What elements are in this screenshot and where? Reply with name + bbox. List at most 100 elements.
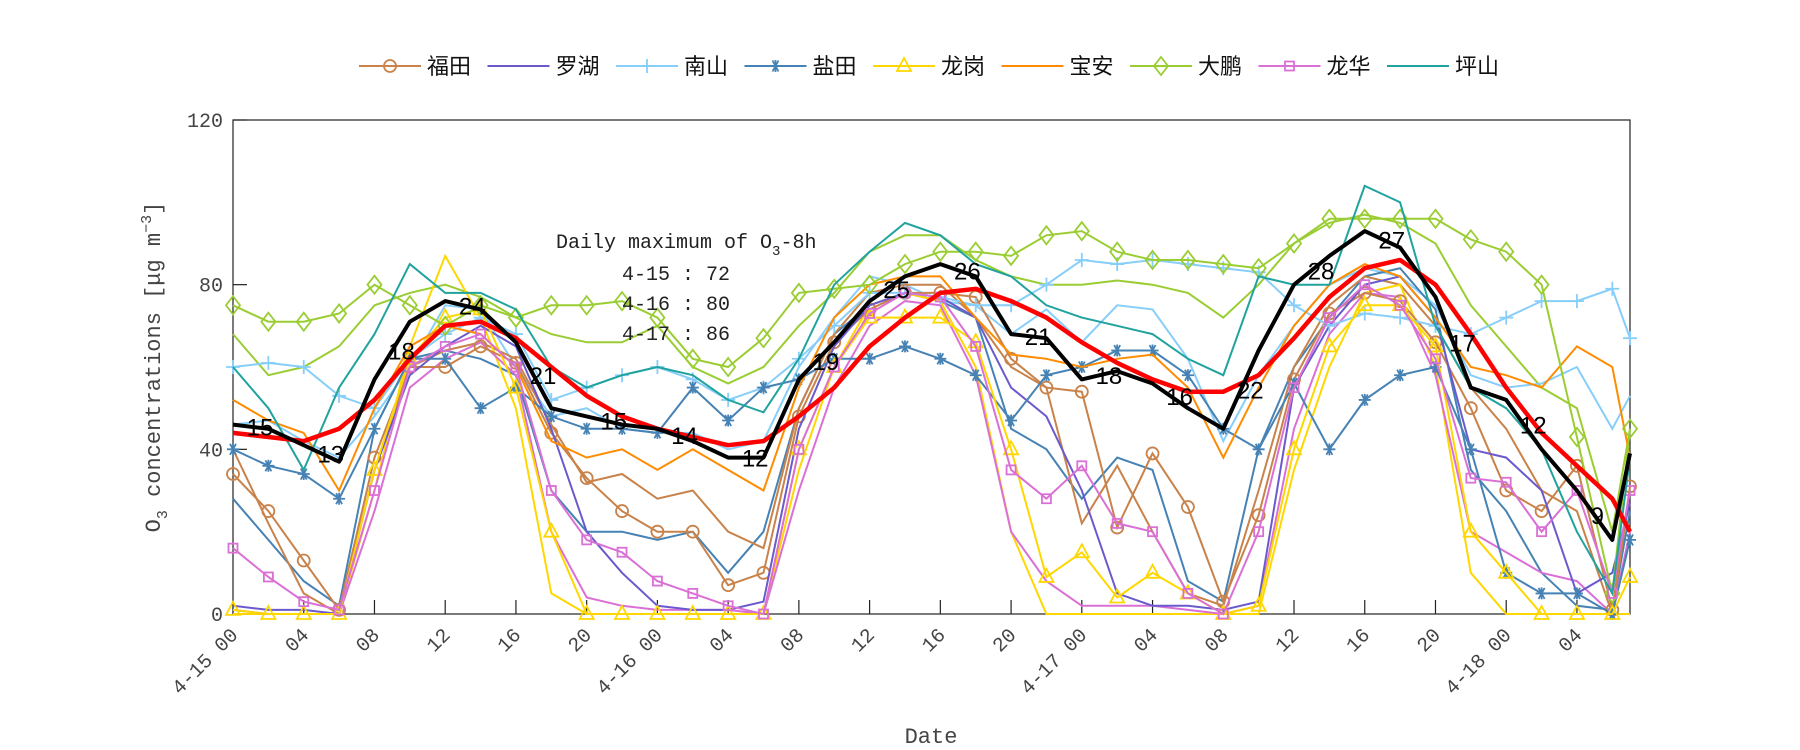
data-point <box>1181 369 1194 382</box>
data-point <box>1603 604 1621 620</box>
data-point <box>226 467 240 481</box>
data-point <box>1147 526 1158 538</box>
data-point <box>1039 380 1054 395</box>
data-point <box>507 307 525 329</box>
data-point <box>687 588 699 599</box>
data-point <box>755 327 772 349</box>
y-tick-label: 0 <box>211 605 223 628</box>
black-line-count-label: 15 <box>600 409 627 436</box>
legend-marker <box>383 59 397 73</box>
data-point <box>510 361 522 373</box>
x-tick-label: 4-16 00 <box>593 625 669 701</box>
data-point <box>861 274 878 296</box>
data-point <box>296 360 311 374</box>
data-point <box>616 422 629 435</box>
data-point <box>899 287 911 299</box>
series-坪山 <box>232 184 1631 597</box>
legend-label: 盐田 <box>813 55 857 80</box>
data-point <box>1430 353 1441 365</box>
data-point <box>686 381 699 394</box>
data-point <box>1568 604 1586 620</box>
x-tick-label: 4-17 00 <box>1017 625 1093 701</box>
data-point <box>1393 310 1408 325</box>
x-tick-label: 08 <box>1201 625 1234 658</box>
data-point <box>261 504 276 518</box>
black-line-count-label: 28 <box>1308 258 1335 285</box>
data-point <box>1500 476 1512 488</box>
data-point <box>295 604 313 620</box>
data-point <box>1623 331 1637 346</box>
data-point <box>758 608 769 620</box>
data-point <box>1358 393 1371 406</box>
data-point <box>863 352 876 365</box>
legend-marker <box>895 56 913 72</box>
series-line <box>232 217 1631 594</box>
data-point <box>685 524 700 539</box>
data-point <box>1320 336 1338 353</box>
data-point <box>1605 281 1620 296</box>
data-point <box>1426 336 1444 353</box>
data-point <box>1463 401 1478 416</box>
data-point <box>652 575 663 587</box>
data-point <box>507 377 525 394</box>
data-point <box>369 485 380 496</box>
series-line <box>232 345 1631 616</box>
data-point <box>1111 518 1123 529</box>
data-point <box>1429 361 1442 373</box>
data-point <box>297 468 310 481</box>
data-point <box>368 422 381 435</box>
x-tick-label: 4-18 00 <box>1441 625 1517 701</box>
black-line-count-label: 9 <box>1591 503 1604 530</box>
data-point <box>1287 298 1302 313</box>
series-line <box>232 263 1631 493</box>
legend-marker <box>1284 60 1295 72</box>
data-point <box>1285 233 1303 254</box>
x-tick-label: 08 <box>352 625 385 658</box>
data-point <box>366 274 383 296</box>
data-point <box>1498 241 1515 263</box>
data-point <box>722 600 734 612</box>
unmarked-series-line <box>232 275 1631 616</box>
legend-label: 大鹏 <box>1198 55 1242 80</box>
data-point <box>1536 526 1547 538</box>
data-point <box>543 294 560 316</box>
legend-marker <box>769 60 782 72</box>
data-point <box>1005 414 1018 427</box>
data-point <box>473 339 488 354</box>
data-point <box>1076 460 1088 472</box>
data-point <box>1217 608 1229 620</box>
x-tick-label: 20 <box>1413 625 1446 658</box>
black-line-count-label: 22 <box>1237 378 1264 405</box>
legend-item-南山: 南山 <box>616 55 728 80</box>
legend-label: 福田 <box>427 55 471 80</box>
black-line-count-label: 16 <box>1166 384 1193 411</box>
series-盐田 <box>227 340 1636 620</box>
y-tick-label: 80 <box>199 276 223 299</box>
data-point <box>1288 382 1300 393</box>
data-point <box>1624 533 1636 546</box>
legend-item-龙华: 龙华 <box>1258 55 1371 80</box>
legend-label: 罗湖 <box>556 55 600 80</box>
legend-marker <box>1152 55 1170 77</box>
data-point <box>970 341 982 352</box>
data-point <box>580 422 593 435</box>
data-point <box>1215 253 1232 275</box>
legend-item-坪山: 坪山 <box>1387 55 1499 80</box>
data-point <box>1004 351 1018 366</box>
legend-label: 南山 <box>684 55 728 80</box>
data-point <box>1253 526 1265 538</box>
black-line-count-label: 17 <box>1449 330 1476 357</box>
data-point <box>1146 344 1159 357</box>
black-line-count-label: 21 <box>1025 324 1052 351</box>
data-point <box>1323 312 1335 324</box>
data-point <box>1285 439 1303 456</box>
data-point <box>579 471 594 486</box>
data-point <box>1179 249 1197 271</box>
data-point <box>1181 500 1195 514</box>
data-point <box>1533 274 1550 296</box>
black-line-count-label: 13 <box>317 441 344 468</box>
data-point <box>330 604 348 620</box>
